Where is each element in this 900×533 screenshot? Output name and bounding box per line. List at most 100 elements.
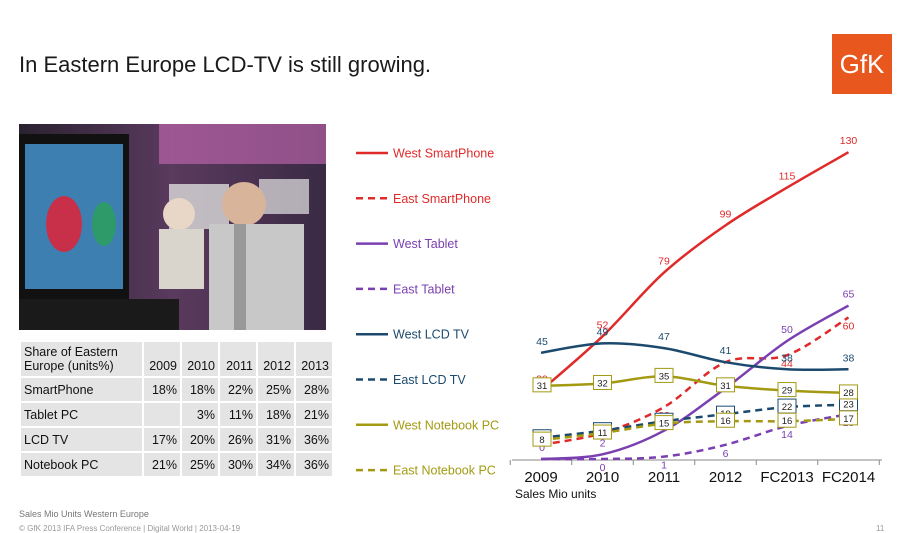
data-label: 28 xyxy=(843,388,854,399)
data-label: 79 xyxy=(658,256,670,268)
series-line xyxy=(540,304,850,461)
x-tick-label: 2010 xyxy=(586,469,619,486)
data-label-box xyxy=(839,384,858,400)
data-label: 35 xyxy=(659,371,670,382)
footnote: Sales Mio Units Western Europe xyxy=(19,509,149,519)
row-label: LCD TV xyxy=(21,428,142,451)
eastern-europe-share-table: Share of Eastern Europe (units%) 2009 20… xyxy=(19,340,334,478)
data-label: 60 xyxy=(843,320,855,332)
data-label-box xyxy=(593,424,612,440)
table-cell: 25% xyxy=(182,453,218,476)
data-label: 0 xyxy=(600,462,606,474)
x-tick-label: FC2013 xyxy=(760,469,813,486)
table-row: LCD TV 17% 20% 26% 31% 36% xyxy=(21,428,332,451)
table-cell: 28% xyxy=(296,378,332,401)
data-label: 31 xyxy=(537,381,548,392)
table-header-label: Share of Eastern Europe (units%) xyxy=(21,342,142,376)
table-cell xyxy=(144,403,180,426)
data-label: 1 xyxy=(661,460,667,472)
page-title: In Eastern Europe LCD-TV is still growin… xyxy=(19,52,432,77)
table-row: SmartPhone 18% 18% 22% 25% 28% xyxy=(21,378,332,401)
data-label-box xyxy=(777,382,797,398)
table-cell: 34% xyxy=(258,453,294,476)
table-header-year: 2010 xyxy=(182,342,218,376)
legend-entry: West Tablet xyxy=(393,237,458,251)
data-label: 16 xyxy=(782,416,793,427)
data-label: 17 xyxy=(843,414,854,425)
data-label: 11 xyxy=(598,428,608,439)
data-label: 16 xyxy=(720,416,731,427)
data-label: 8 xyxy=(539,435,544,446)
legend-entry: West Notebook PC xyxy=(393,418,499,432)
data-label: 41 xyxy=(720,345,732,357)
data-label-box xyxy=(593,374,612,390)
legend-entry: East LCD TV xyxy=(393,373,466,387)
table-cell: 26% xyxy=(220,428,256,451)
series-line xyxy=(540,375,849,395)
legend-entry: East Notebook PC xyxy=(393,464,496,478)
data-label-box xyxy=(716,412,735,428)
store-photo xyxy=(19,124,326,330)
data-label-box xyxy=(532,431,552,447)
legend-entry: East Tablet xyxy=(393,282,455,296)
row-label: Notebook PC xyxy=(21,453,142,476)
x-tick-label: 2012 xyxy=(709,469,742,486)
table-header-year: 2009 xyxy=(144,342,180,376)
series-line xyxy=(540,341,849,372)
table-row: Tablet PC 3% 11% 18% 21% xyxy=(21,403,332,426)
data-label-box xyxy=(777,412,797,428)
row-label: Tablet PC xyxy=(21,403,142,426)
data-label: 6 xyxy=(723,448,729,460)
data-label-box xyxy=(532,377,552,393)
data-label: 22 xyxy=(782,402,793,413)
table-header-year: 2012 xyxy=(258,342,294,376)
series-line xyxy=(540,412,849,461)
legend-entry: West SmartPhone xyxy=(393,147,494,161)
table-row: Notebook PC 21% 25% 30% 34% 36% xyxy=(21,453,332,476)
data-label: 49 xyxy=(597,326,609,338)
table-cell: 18% xyxy=(182,378,218,401)
table-cell: 20% xyxy=(182,428,218,451)
data-label: 31 xyxy=(720,381,731,392)
copyright-text: © GfK 2013 IFA Press Conference | Digita… xyxy=(19,524,241,533)
table-cell: 17% xyxy=(144,428,180,451)
data-label: 2 xyxy=(600,437,606,449)
data-label: 44 xyxy=(781,358,793,370)
table-cell: 18% xyxy=(258,403,294,426)
data-label: 47 xyxy=(658,331,670,343)
table-cell: 21% xyxy=(296,403,332,426)
table-cell: 11% xyxy=(220,403,256,426)
table-cell: 25% xyxy=(258,378,294,401)
legend-entry: East SmartPhone xyxy=(393,192,491,206)
x-axis-label: Sales Mio units xyxy=(515,487,596,501)
gfk-logo: GfK xyxy=(832,34,892,94)
data-label-box xyxy=(839,410,858,426)
data-label: 45 xyxy=(536,336,548,348)
series-line xyxy=(540,151,850,392)
page-number: 11 xyxy=(876,524,885,533)
x-tick-label: FC2014 xyxy=(822,469,875,486)
data-label-box xyxy=(654,415,674,431)
table-header-row: Share of Eastern Europe (units%) 2009 20… xyxy=(21,342,332,376)
data-label: 38 xyxy=(781,352,793,364)
data-label: 50 xyxy=(781,324,793,336)
data-label-box xyxy=(654,367,674,383)
data-label: 115 xyxy=(779,171,796,183)
data-label: 65 xyxy=(843,289,855,301)
data-label: 32 xyxy=(597,378,608,389)
data-label: 38 xyxy=(843,352,855,364)
table-cell: 36% xyxy=(296,453,332,476)
x-tick-label: 2009 xyxy=(524,469,557,486)
table-cell: 31% xyxy=(258,428,294,451)
table-header-year: 2011 xyxy=(220,342,256,376)
data-label: 15 xyxy=(659,419,670,430)
row-label: SmartPhone xyxy=(21,378,142,401)
table-header-year: 2013 xyxy=(296,342,332,376)
data-label-box xyxy=(716,377,735,393)
table-cell: 21% xyxy=(144,453,180,476)
x-tick-label: 2011 xyxy=(648,469,680,486)
table-cell: 30% xyxy=(220,453,256,476)
table-cell: 36% xyxy=(296,428,332,451)
data-label: 14 xyxy=(781,429,793,441)
